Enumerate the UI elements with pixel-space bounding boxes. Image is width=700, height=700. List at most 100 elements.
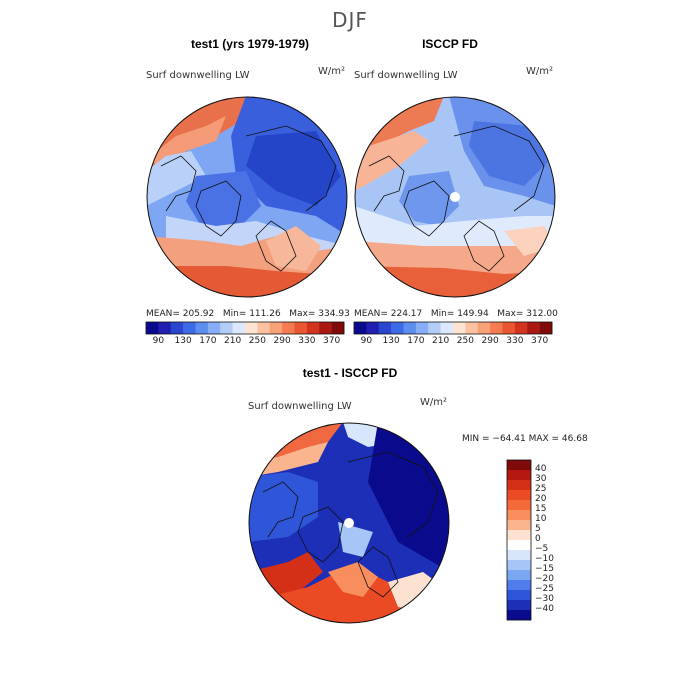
colorbar-swatch (415, 322, 429, 334)
panel2-mean: MEAN= 224.17 (354, 309, 423, 319)
colorbar-swatch (507, 490, 531, 501)
colorbar-swatch (245, 322, 258, 334)
colorbar-swatch (269, 322, 283, 334)
colorbar-swatch (331, 322, 345, 334)
colorbar-tick-label: −20 (535, 574, 554, 584)
colorbar-swatch (507, 530, 531, 541)
colorbar-tick-label: 20 (535, 494, 547, 504)
diff-coast-greenland (297, 506, 344, 563)
colorbar-tick-label: 130 (174, 336, 192, 346)
colorbar-swatch (527, 322, 540, 334)
panel1-variable: Surf downwelling LW (146, 70, 250, 81)
panel2-title: ISCCP FD (422, 37, 478, 51)
colorbar-tick-label: 210 (432, 336, 450, 346)
colorbar-swatch (507, 550, 531, 561)
colorbar-tick-label: 0 (535, 534, 541, 544)
colorbar-tick-label: 40 (535, 464, 547, 474)
colorbar-tick-label: −40 (535, 604, 554, 614)
colorbar-swatch (146, 322, 159, 334)
panel1-cold-core (246, 131, 341, 206)
colorbar-tick-label: 250 (248, 336, 266, 346)
colorbar-swatch (428, 322, 441, 334)
colorbar-tick-label: 30 (535, 474, 547, 484)
panel1-max: Max= 334.93 (289, 309, 350, 319)
panel1-units: W/m² (318, 66, 346, 77)
panel1-mean: MEAN= 205.92 (146, 309, 215, 319)
panel2-colorbar-ticks: 90 130 170 210 250 290 330 370 (354, 336, 552, 348)
diff-minmax: MIN = −64.41 MAX = 46.68 (462, 434, 588, 444)
colorbar-tick-label: 250 (456, 336, 474, 346)
colorbar-tick-label: −10 (535, 554, 554, 564)
panel2-warm-nw2 (355, 131, 429, 191)
colorbar-tick-label: 330 (506, 336, 524, 346)
colorbar-tick-label: 10 (535, 514, 547, 524)
colorbar-swatch (507, 520, 531, 531)
colorbar-swatch (507, 570, 531, 581)
colorbar-swatch (232, 322, 246, 334)
panel1-light-nw (147, 151, 206, 206)
panel1-warm-e (266, 226, 321, 271)
colorbar-tick-label: 330 (298, 336, 316, 346)
colorbar-tick-label: −30 (535, 594, 554, 604)
colorbar-tick-label: 290 (481, 336, 499, 346)
colorbar-tick-label: −15 (535, 564, 554, 574)
colorbar-swatch (354, 322, 367, 334)
panel1-title: test1 (yrs 1979-1979) (190, 37, 310, 51)
colorbar-tick-label: 130 (382, 336, 400, 346)
colorbar-swatch (207, 322, 221, 334)
colorbar-tick-label: 90 (152, 336, 165, 346)
colorbar-tick-label: −25 (535, 584, 554, 594)
panel2-colorbar (353, 321, 553, 335)
colorbar-swatch (195, 322, 209, 334)
colorbar-swatch (507, 470, 531, 481)
colorbar-swatch (453, 322, 466, 334)
panel1-coast-greenland (195, 180, 242, 237)
colorbar-tick-label: −5 (535, 544, 549, 554)
panel1-coast-america (160, 155, 197, 212)
colorbar-swatch (282, 322, 295, 334)
colorbar-swatch (306, 322, 320, 334)
panel1-colorbar-ticks: 90 130 170 210 250 290 330 370 (146, 336, 344, 348)
colorbar-swatch (183, 322, 196, 334)
diff-map (248, 422, 450, 624)
diff-title: test1 - ISCCP FD (302, 366, 398, 380)
diff-colorbar-labels: 40 30 25 20 15 10 5 0 −5 −10 −15 −20 −25 −30 −40 (535, 460, 575, 620)
colorbar-swatch (507, 510, 531, 521)
panel2-coast-asia (453, 125, 545, 212)
panel2-max: Max= 312.00 (497, 309, 558, 319)
colorbar-swatch (294, 322, 308, 334)
panel2-min: Min= 149.94 (430, 309, 489, 319)
colorbar-swatch (507, 590, 531, 601)
colorbar-swatch (465, 322, 479, 334)
panel2-variable: Surf downwelling LW (354, 70, 458, 81)
panel2-light-s (355, 206, 555, 256)
diff-colorbar (506, 459, 532, 621)
panel1-coast-europe (255, 220, 297, 272)
colorbar-tick-label: 15 (535, 504, 547, 514)
colorbar-tick-label: 170 (407, 336, 425, 346)
colorbar-swatch (507, 580, 531, 591)
panel1-colorbar (145, 321, 345, 335)
panel2-coast-europe (463, 220, 505, 272)
diff-variable: Surf downwelling LW (248, 401, 352, 412)
colorbar-tick-label: 370 (531, 336, 549, 346)
diff-light-c (338, 522, 373, 557)
panel2-center (399, 171, 459, 226)
colorbar-swatch (507, 480, 531, 491)
panel1-center (186, 171, 261, 231)
colorbar-tick-label: 210 (224, 336, 242, 346)
panel1-map (146, 96, 348, 298)
colorbar-swatch (220, 322, 233, 334)
panel2-coast-america (368, 155, 405, 212)
panel2-pole-hole (450, 192, 460, 202)
diff-pole-hole (344, 518, 354, 528)
colorbar-swatch (158, 322, 172, 334)
panel1-coast-asia (245, 125, 337, 212)
diff-warm-s2 (328, 562, 378, 597)
colorbar-swatch (170, 322, 184, 334)
colorbar-swatch (257, 322, 271, 334)
panel1-stats: MEAN= 205.92 Min= 111.26 Max= 334.93 (146, 309, 350, 319)
colorbar-swatch (319, 322, 332, 334)
colorbar-swatch (490, 322, 503, 334)
colorbar-tick-label: 5 (535, 524, 541, 534)
